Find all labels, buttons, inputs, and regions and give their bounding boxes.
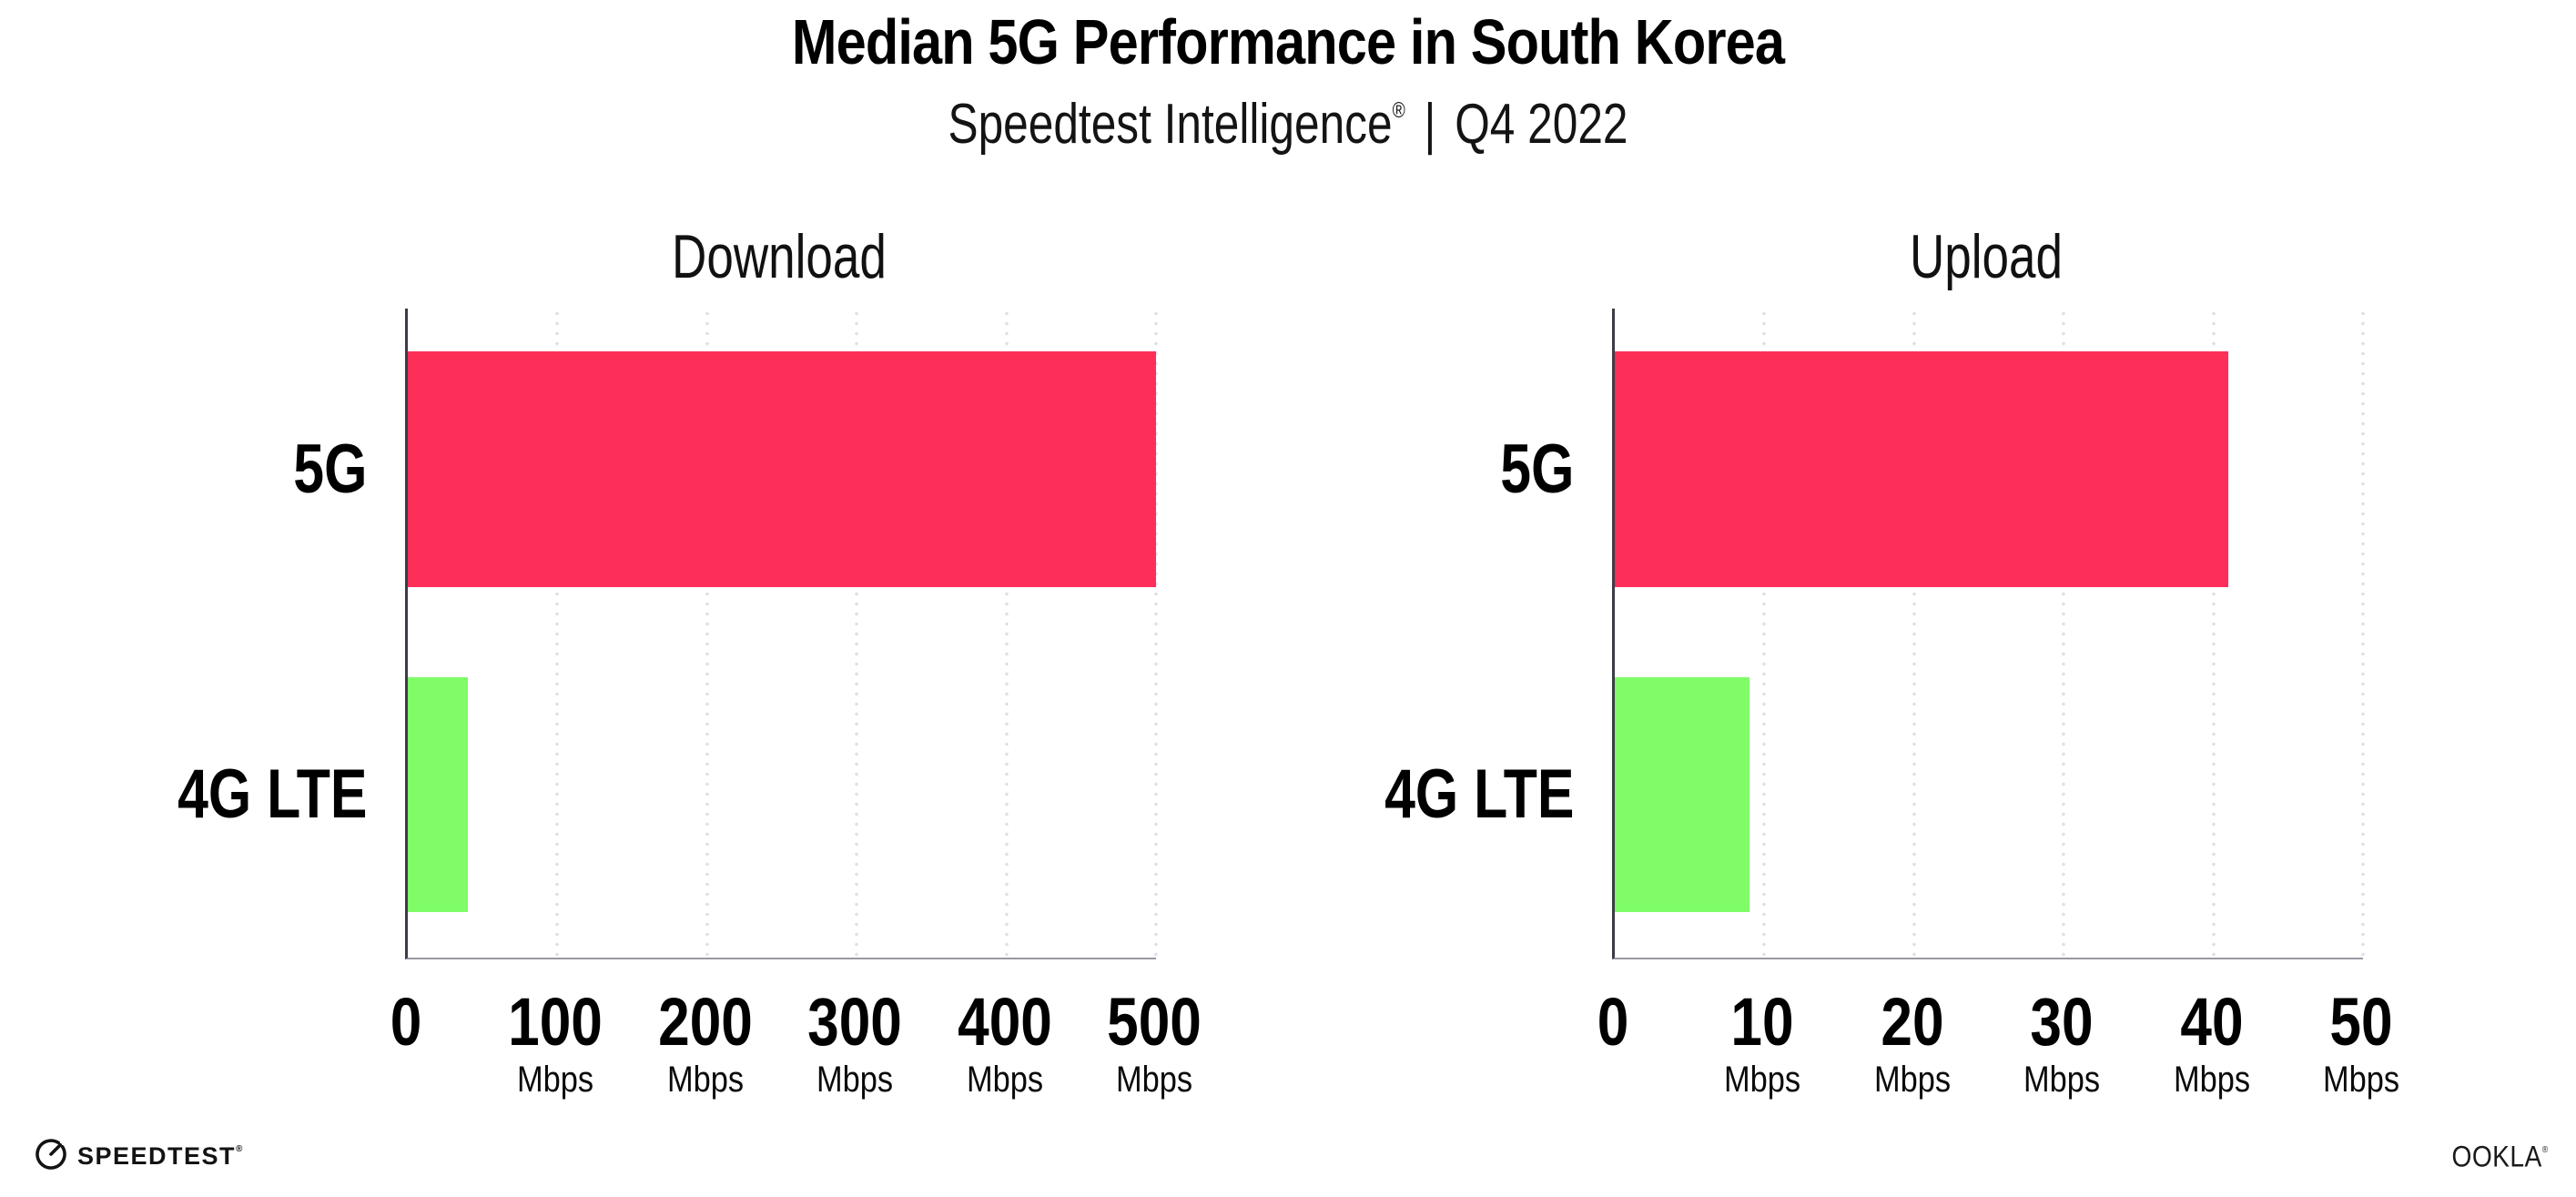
5g-bar bbox=[1615, 351, 2229, 587]
x-axis-ticks: 0 10 Mbps 20 Mbps 30 Mbps 40 Mbps 50 Mbps bbox=[1597, 959, 2399, 1169]
x-tick-label: 30 Mbps bbox=[2017, 959, 2106, 1101]
plot-area bbox=[405, 309, 1158, 959]
x-tick-label: 0 bbox=[387, 959, 424, 1058]
x-tick-number: 50 bbox=[2329, 984, 2393, 1060]
x-tick-number: 0 bbox=[1597, 984, 1629, 1060]
x-tick-unit: Mbps bbox=[1873, 1060, 1951, 1100]
x-tick-number: 20 bbox=[1881, 984, 1944, 1060]
category-label: 5G bbox=[1499, 431, 1574, 508]
x-tick-number: 10 bbox=[1730, 984, 1794, 1060]
x-axis-ticks: 0 100 Mbps 200 Mbps 300 Mbps 400 Mbps 500 Mbps bbox=[390, 959, 1202, 1169]
x-tick-number: 0 bbox=[390, 984, 422, 1060]
x-tick-unit: Mbps bbox=[666, 1060, 744, 1100]
x-tick-label: 50 Mbps bbox=[2317, 959, 2406, 1101]
x-tick-number: 500 bbox=[1107, 984, 1202, 1060]
x-tick-number: 400 bbox=[957, 984, 1052, 1060]
x-tick-label: 10 Mbps bbox=[1718, 959, 1807, 1101]
4g-lte-bar bbox=[1615, 677, 1749, 912]
gridline bbox=[2361, 309, 2365, 959]
registered-mark-icon: ® bbox=[236, 1143, 243, 1154]
x-tick-label: 300 Mbps bbox=[798, 959, 910, 1101]
category-label: 4G LTE bbox=[177, 756, 367, 833]
x-tick-unit: Mbps bbox=[1724, 1060, 1801, 1100]
x-tick-unit: Mbps bbox=[2322, 1060, 2400, 1100]
category-label: 5G bbox=[292, 431, 367, 508]
speedtest-logo-text: SPEEDTEST® bbox=[77, 1141, 243, 1170]
subtitle-period: Q4 2022 bbox=[1455, 93, 1628, 156]
x-tick-unit: Mbps bbox=[966, 1060, 1043, 1100]
x-tick-label: 20 Mbps bbox=[1868, 959, 1957, 1101]
subtitle-brand: Speedtest Intelligence bbox=[948, 93, 1393, 156]
x-tick-label: 200 Mbps bbox=[649, 959, 761, 1101]
x-tick-unit: Mbps bbox=[2173, 1060, 2250, 1100]
category-labels: 5G 4G LTE bbox=[114, 309, 367, 958]
x-tick-label: 400 Mbps bbox=[948, 959, 1060, 1101]
chart-title: Upload bbox=[1909, 222, 2064, 291]
page-subtitle: Speedtest Intelligence® | Q4 2022 bbox=[258, 86, 2318, 164]
chart-title: Download bbox=[672, 222, 887, 291]
category-label: 4G LTE bbox=[1384, 756, 1574, 833]
x-tick-number: 200 bbox=[657, 984, 753, 1060]
x-tick-unit: Mbps bbox=[816, 1060, 894, 1100]
upload-chart: Upload 5G 4G LTE 0 10 Mbps 20 Mbps 30 Mbps 40 Mbp… bbox=[1321, 209, 2399, 1197]
x-tick-unit: Mbps bbox=[1115, 1060, 1193, 1100]
x-tick-number: 40 bbox=[2180, 984, 2244, 1060]
x-tick-label: 0 bbox=[1594, 959, 1631, 1058]
4g-lte-bar bbox=[408, 677, 468, 912]
ookla-logo: OOKLA® bbox=[2452, 1136, 2549, 1175]
x-tick-label: 100 Mbps bbox=[500, 959, 612, 1101]
plot-area bbox=[1612, 309, 2365, 959]
x-tick-number: 100 bbox=[508, 984, 603, 1060]
page-title: Median 5G Performance in South Korea bbox=[791, 6, 1785, 77]
category-labels: 5G 4G LTE bbox=[1321, 309, 1574, 958]
x-tick-number: 30 bbox=[2030, 984, 2094, 1060]
registered-mark-icon: ® bbox=[2542, 1145, 2549, 1155]
x-tick-unit: Mbps bbox=[2023, 1060, 2101, 1100]
speedtest-gauge-icon bbox=[35, 1139, 66, 1170]
5g-bar bbox=[408, 351, 1156, 587]
speedtest-logo: SPEEDTEST® bbox=[33, 1134, 242, 1174]
registered-mark-icon: ® bbox=[1392, 98, 1405, 124]
x-tick-label: 40 Mbps bbox=[2167, 959, 2257, 1101]
x-tick-unit: Mbps bbox=[517, 1060, 594, 1100]
download-chart: Download 5G 4G LTE 0 100 Mbps 200 Mbps 300 Mbps… bbox=[114, 209, 1202, 1197]
ookla-logo-text: OOKLA bbox=[2451, 1140, 2543, 1173]
x-tick-number: 300 bbox=[807, 984, 903, 1060]
x-tick-label: 500 Mbps bbox=[1098, 959, 1210, 1101]
subtitle-separator: | bbox=[1424, 93, 1436, 156]
